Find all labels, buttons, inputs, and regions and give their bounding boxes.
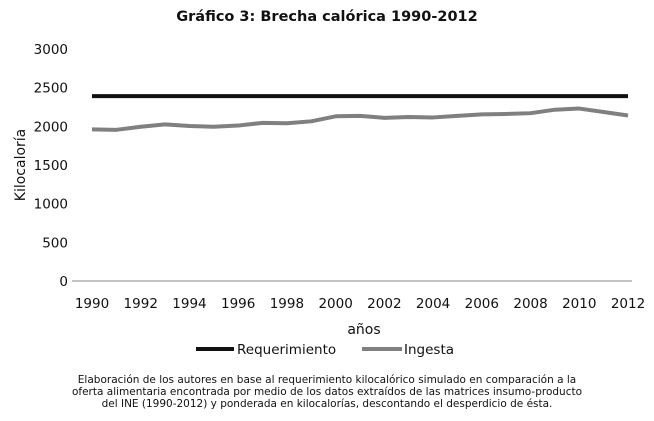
x-axis-ticks: 1990 1992 1994 1996 1998 2000 2002 2004 2006 2008… (75, 296, 645, 312)
y-tick-label: 0 (59, 274, 68, 290)
caption-line: del INE (1990-2012) y ponderada en kiloc… (101, 398, 553, 410)
series-line-ingesta (91, 106, 629, 132)
y-tick-label: 1500 (34, 158, 68, 174)
x-tick-label: 2004 (416, 296, 450, 312)
legend-label: Requerimiento (237, 342, 336, 358)
caption-line: Elaboración de los autores en base al re… (77, 374, 577, 386)
chart-title: Gráfico 3: Brecha calórica 1990-2012 (176, 9, 478, 25)
y-tick-label: 500 (42, 235, 68, 251)
x-tick-label: 1990 (75, 296, 109, 312)
legend-label: Ingesta (404, 342, 454, 358)
y-axis-ticks: 0 500 1000 1500 2000 2500 3000 (34, 42, 68, 290)
x-axis-label: años (347, 322, 380, 338)
y-tick-label: 3000 (34, 42, 68, 58)
x-tick-label: 1996 (221, 296, 255, 312)
x-tick-label: 1994 (172, 296, 206, 312)
x-tick-label: 1998 (270, 296, 304, 312)
y-tick-label: 2000 (34, 119, 68, 135)
x-tick-label: 2000 (318, 296, 352, 312)
x-tick-label: 2002 (367, 296, 401, 312)
y-tick-label: 2500 (34, 81, 68, 97)
x-tick-label: 2010 (562, 296, 596, 312)
caption-line: oferta alimentaria encontrada por medio … (71, 386, 583, 398)
x-tick-label: 1992 (124, 296, 158, 312)
y-axis-label: Kilocaloría (13, 129, 29, 201)
series-lines (91, 94, 629, 132)
x-tick-label: 2008 (513, 296, 547, 312)
legend: Requerimiento Ingesta (196, 342, 454, 358)
x-tick-label: 2012 (611, 296, 645, 312)
caption: Elaboración de los autores en base al re… (40, 374, 614, 410)
x-tick-label: 2006 (465, 296, 499, 312)
y-tick-label: 1000 (34, 197, 68, 213)
